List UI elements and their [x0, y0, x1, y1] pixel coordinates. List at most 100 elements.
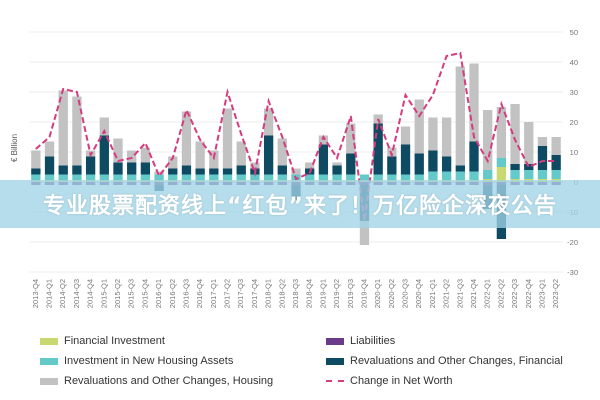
bar-revaluations-and-other-changes-housing: [263, 108, 274, 136]
x-tick-label: 2022-Q4: [524, 279, 533, 308]
x-tick-label: 2020-Q3: [401, 279, 410, 308]
bar-investment-in-new-housing-assets: [195, 174, 205, 181]
bar-revaluations-and-other-changes-housing: [496, 107, 507, 158]
y-tick-label: 30: [570, 88, 578, 97]
x-tick-label: 2017-Q3: [236, 279, 245, 308]
net-worth-line: [35, 51, 557, 222]
bar-revaluations-and-other-changes-financial: [222, 168, 233, 175]
bar-revaluations-and-other-changes-housing: [99, 117, 109, 136]
bar-revaluations-and-other-changes-financial: [140, 162, 151, 175]
x-tick-label: 2014-Q1: [45, 279, 54, 308]
bar-revaluations-and-other-changes-housing: [318, 135, 329, 145]
bar-revaluations-and-other-changes-financial: [387, 156, 397, 175]
bar-investment-in-new-housing-assets: [263, 174, 274, 181]
bar-revaluations-and-other-changes-financial: [181, 165, 192, 175]
bar-investment-in-new-housing-assets: [483, 170, 493, 179]
bar-revaluations-and-other-changes-financial: [469, 141, 479, 172]
y-tick-labels: -30-20-1001020304050: [567, 28, 578, 277]
bar-revaluations-and-other-changes-housing: [414, 99, 424, 154]
legend-swatch: [40, 337, 58, 345]
x-tick-label: 2019-Q1: [318, 279, 327, 308]
bar-revaluations-and-other-changes-housing: [168, 156, 178, 169]
legend-label: Change in Net Worth: [350, 375, 453, 387]
bar-revaluations-and-other-changes-financial: [263, 135, 274, 175]
bar-investment-in-new-housing-assets: [441, 171, 452, 181]
x-tick-label: 2018-Q1: [264, 279, 273, 308]
bar-investment-in-new-housing-assets: [72, 174, 82, 181]
bar-revaluations-and-other-changes-housing: [537, 137, 548, 146]
bar-investment-in-new-housing-assets: [387, 174, 397, 181]
x-tick-label: 2015-Q2: [113, 279, 122, 308]
x-tick-label: 2016-Q1: [154, 279, 163, 308]
bar-revaluations-and-other-changes-financial: [428, 150, 438, 172]
x-tick-label: 2016-Q4: [195, 279, 204, 308]
legend-label: Revaluations and Other Changes, Financia…: [350, 355, 563, 367]
x-tick-label: 2018-Q3: [291, 279, 300, 308]
x-tick-label: 2021-Q4: [469, 279, 478, 308]
bar-investment-in-new-housing-assets: [236, 174, 246, 181]
x-tick-label: 2015-Q1: [99, 279, 108, 308]
bar-revaluations-and-other-changes-housing: [222, 108, 233, 169]
bar-revaluations-and-other-changes-financial: [236, 165, 246, 175]
bar-investment-in-new-housing-assets: [400, 174, 411, 181]
legend-item-financial-investment: Financial Investment: [40, 334, 326, 348]
legend-label: Revaluations and Other Changes, Housing: [64, 375, 274, 387]
y-tick-label: 20: [570, 118, 578, 127]
bar-revaluations-and-other-changes-housing: [428, 117, 438, 151]
bar-investment-in-new-housing-assets: [209, 174, 219, 181]
x-tick-label: 2019-Q2: [332, 279, 341, 308]
bar-revaluations-and-other-changes-housing: [510, 104, 520, 164]
bar-revaluations-and-other-changes-housing: [154, 171, 164, 175]
x-tick-label: 2021-Q3: [455, 279, 464, 308]
x-tick-label: 2019-Q3: [346, 279, 355, 308]
bar-revaluations-and-other-changes-financial: [113, 162, 123, 175]
bar-revaluations-and-other-changes-financial: [524, 164, 534, 170]
y-axis-title: € Billion: [10, 134, 19, 162]
bar-investment-in-new-housing-assets: [537, 170, 548, 179]
bar-revaluations-and-other-changes-housing: [387, 147, 397, 157]
legend-item-revaluations-financial: Revaluations and Other Changes, Financia…: [326, 354, 600, 368]
x-tick-label: 2022-Q1: [483, 279, 492, 308]
y-tick-label: -30: [567, 268, 578, 277]
banner-text: 专业股票配资线上“红包”来了！万亿险企深夜公告: [43, 194, 557, 219]
bar-revaluations-and-other-changes-housing: [359, 221, 370, 245]
bar-revaluations-and-other-changes-housing: [181, 111, 192, 166]
x-tick-label: 2017-Q4: [250, 279, 259, 308]
bar-revaluations-and-other-changes-financial: [99, 135, 109, 175]
bar-investment-in-new-housing-assets: [346, 174, 356, 181]
bar-investment-in-new-housing-assets: [414, 174, 424, 181]
bar-financial-investment: [496, 167, 507, 182]
bar-investment-in-new-housing-assets: [140, 174, 151, 181]
bar-revaluations-and-other-changes-financial: [414, 153, 424, 175]
bar-revaluations-and-other-changes-financial: [168, 168, 178, 175]
bar-revaluations-and-other-changes-financial: [400, 144, 411, 175]
bar-revaluations-and-other-changes-housing: [346, 123, 356, 154]
bar-revaluations-and-other-changes-financial: [85, 156, 96, 175]
x-tick-label: 2021-Q2: [442, 279, 451, 308]
bar-investment-in-new-housing-assets: [469, 171, 479, 181]
overlay-banner: 专业股票配资线上“红包”来了！万亿险企深夜公告: [0, 180, 600, 228]
bar-revaluations-and-other-changes-financial: [510, 164, 520, 170]
bar-investment-in-new-housing-assets: [318, 174, 329, 181]
bar-revaluations-and-other-changes-financial: [332, 165, 342, 175]
x-tick-label: 2016-Q3: [181, 279, 190, 308]
bar-investment-in-new-housing-assets: [127, 174, 137, 181]
x-tick-label: 2022-Q3: [510, 279, 519, 308]
y-tick-label: 40: [570, 58, 578, 67]
bar-investment-in-new-housing-assets: [168, 174, 178, 181]
legend-swatch: [326, 357, 344, 365]
x-tick-label: 2021-Q1: [428, 279, 437, 308]
bar-investment-in-new-housing-assets: [277, 174, 287, 181]
bar-investment-in-new-housing-assets: [44, 174, 55, 181]
legend-swatch: [40, 357, 58, 365]
bar-investment-in-new-housing-assets: [154, 174, 164, 181]
bar-revaluations-and-other-changes-financial: [441, 156, 452, 172]
bar-investment-in-new-housing-assets: [113, 174, 123, 181]
bar-investment-in-new-housing-assets: [496, 158, 507, 167]
bar-investment-in-new-housing-assets: [524, 170, 534, 179]
line-change-in-net-worth: [35, 51, 557, 222]
bar-revaluations-and-other-changes-financial: [209, 168, 219, 175]
x-tick-label: 2020-Q1: [373, 279, 382, 308]
y-tick-label: 10: [570, 148, 578, 157]
bar-revaluations-and-other-changes-financial: [127, 162, 137, 175]
